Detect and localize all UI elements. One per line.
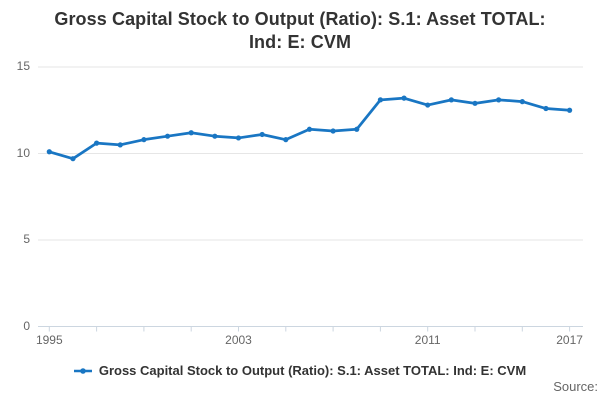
data-point-2003[interactable] — [235, 135, 242, 141]
x-axis-label: 2003 — [225, 333, 252, 347]
data-point-2001[interactable] — [188, 130, 194, 136]
page-title: Gross Capital Stock to Output (Ratio): S… — [0, 8, 600, 54]
data-point-2017[interactable] — [567, 107, 573, 113]
source-label: Source: — [553, 379, 598, 394]
x-axis-label: 2011 — [414, 333, 441, 347]
data-point-2011[interactable] — [425, 102, 431, 108]
data-point-2006[interactable] — [306, 126, 313, 132]
y-axis-label: 5 — [23, 232, 30, 246]
x-axis-label: 1995 — [35, 333, 63, 347]
page-title-line1: Gross Capital Stock to Output (Ratio): S… — [54, 9, 546, 29]
data-point-1997[interactable] — [94, 140, 100, 146]
y-axis-label: 10 — [16, 145, 30, 160]
data-point-2012[interactable] — [448, 97, 454, 103]
data-point-2016[interactable] — [543, 105, 549, 112]
data-point-2002[interactable] — [212, 133, 218, 139]
data-point-2015[interactable] — [519, 99, 525, 105]
data-point-1999[interactable] — [141, 137, 147, 143]
data-point-1996[interactable] — [70, 156, 76, 162]
y-axis-label: 0 — [23, 318, 30, 333]
data-point-2010[interactable] — [401, 95, 407, 101]
data-point-2004[interactable] — [259, 131, 265, 138]
data-point-2008[interactable] — [354, 126, 360, 132]
y-axis-label: 15 — [16, 59, 30, 73]
data-point-2013[interactable] — [472, 100, 478, 106]
legend-label: Gross Capital Stock to Output (Ratio): S… — [98, 363, 527, 378]
page-title-line2: Ind: E: CVM — [248, 32, 352, 52]
data-point-1995[interactable] — [46, 149, 52, 155]
legend-marker-icon — [73, 367, 92, 374]
data-point-1998[interactable] — [117, 142, 123, 148]
x-axis-label: 2017 — [556, 333, 583, 347]
data-point-2000[interactable] — [164, 133, 171, 139]
data-point-2009[interactable] — [377, 97, 383, 103]
data-point-2014[interactable] — [496, 97, 502, 103]
data-point-2005[interactable] — [283, 137, 289, 143]
data-point-2007[interactable] — [330, 128, 336, 134]
legend-item[interactable]: Gross Capital Stock to Output (Ratio): S… — [0, 363, 600, 378]
